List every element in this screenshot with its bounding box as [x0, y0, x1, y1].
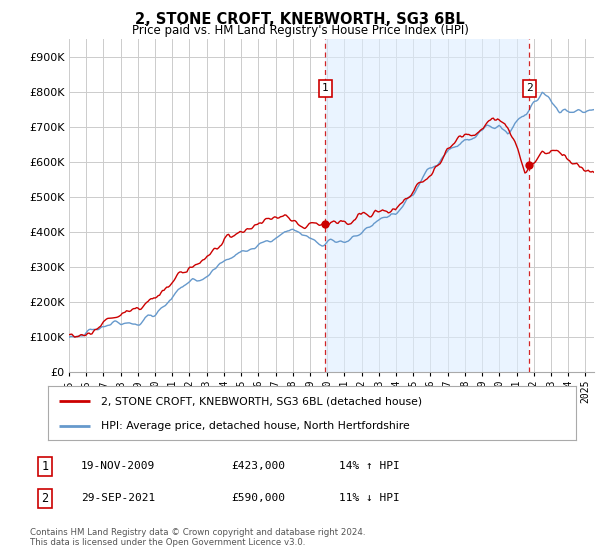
- Text: 2: 2: [41, 492, 49, 505]
- Text: 19-NOV-2009: 19-NOV-2009: [81, 461, 155, 472]
- Text: 14% ↑ HPI: 14% ↑ HPI: [339, 461, 400, 472]
- Text: Contains HM Land Registry data © Crown copyright and database right 2024.
This d: Contains HM Land Registry data © Crown c…: [30, 528, 365, 547]
- Text: 2, STONE CROFT, KNEBWORTH, SG3 6BL: 2, STONE CROFT, KNEBWORTH, SG3 6BL: [135, 12, 465, 27]
- Text: HPI: Average price, detached house, North Hertfordshire: HPI: Average price, detached house, Nort…: [101, 421, 410, 431]
- Text: 2, STONE CROFT, KNEBWORTH, SG3 6BL (detached house): 2, STONE CROFT, KNEBWORTH, SG3 6BL (deta…: [101, 396, 422, 407]
- Text: 1: 1: [41, 460, 49, 473]
- Text: £423,000: £423,000: [231, 461, 285, 472]
- Text: £590,000: £590,000: [231, 493, 285, 503]
- Text: 29-SEP-2021: 29-SEP-2021: [81, 493, 155, 503]
- Text: 11% ↓ HPI: 11% ↓ HPI: [339, 493, 400, 503]
- Text: 2: 2: [526, 83, 533, 94]
- Text: Price paid vs. HM Land Registry's House Price Index (HPI): Price paid vs. HM Land Registry's House …: [131, 24, 469, 36]
- Bar: [325, 39, 529, 372]
- Text: 1: 1: [322, 83, 329, 94]
